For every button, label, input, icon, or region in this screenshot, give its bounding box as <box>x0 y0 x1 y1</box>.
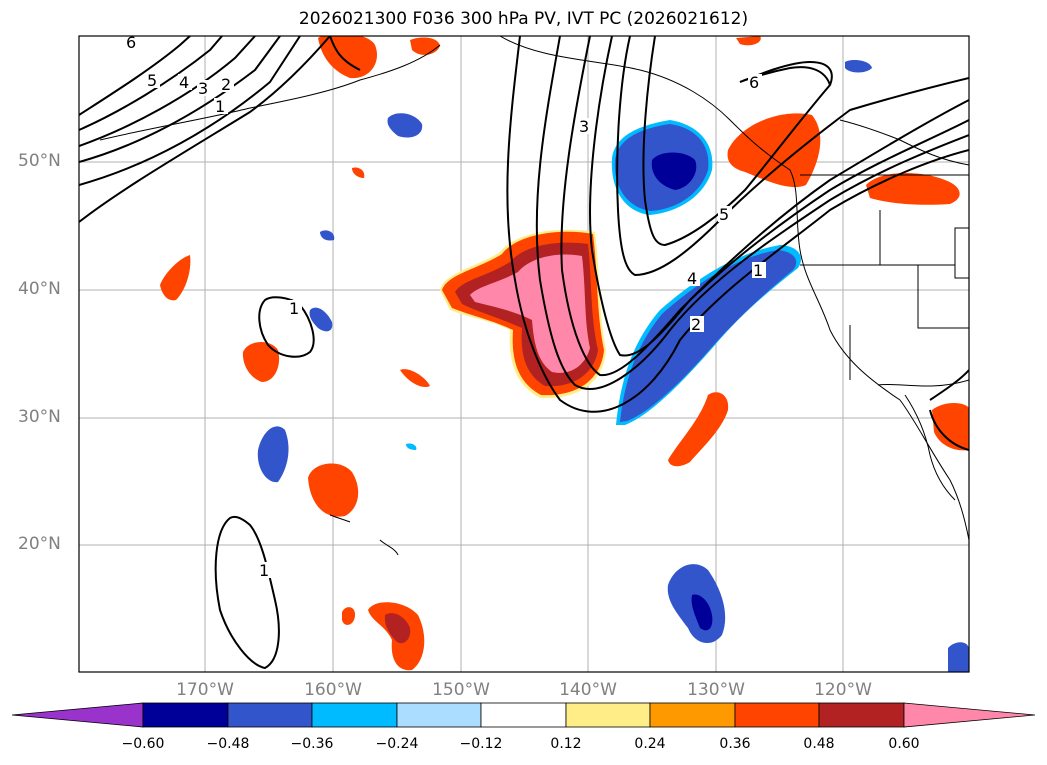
pv-negative-anomaly-south <box>667 564 726 644</box>
colorbar-segment <box>649 702 736 728</box>
colorbar-tick-label: −0.24 <box>375 736 419 752</box>
map-panel <box>79 36 969 672</box>
pv-positive-core-south <box>384 613 411 644</box>
pv-positive-anomaly-midwest <box>242 341 280 382</box>
colorbar-extend-low <box>11 702 144 728</box>
lon-label: 130°W <box>687 680 745 700</box>
contour-label: 4 <box>687 269 697 288</box>
colorbar-segment <box>396 702 482 728</box>
contour-label: 4 <box>179 73 189 92</box>
lon-label: 120°W <box>814 680 872 700</box>
pv-positive-anomaly-mexico <box>932 403 969 451</box>
lat-label: 50°N <box>18 151 61 171</box>
lon-label: 160°W <box>304 680 362 700</box>
lon-label: 170°W <box>176 680 234 700</box>
pv-positive-anomaly-top-small <box>410 37 440 55</box>
colorbar-segment <box>565 702 651 728</box>
contour-label: 1 <box>289 299 299 318</box>
lat-label: 30°N <box>18 407 61 427</box>
contour-label: 1 <box>215 97 225 116</box>
contour-label: 6 <box>126 33 136 52</box>
colorbar-segment <box>311 702 398 728</box>
colorbar-segment <box>734 702 820 728</box>
pv-negative-anomaly-speck <box>406 443 417 450</box>
map-frame <box>78 35 970 673</box>
colorbar-extend-high <box>903 702 1036 728</box>
colorbar-tick-label: 0.12 <box>550 736 582 752</box>
lon-label: 150°W <box>432 680 490 700</box>
colorbar-segment <box>818 702 905 728</box>
colorbar-tick-label: −0.12 <box>459 736 503 752</box>
colorbar-segment <box>480 702 567 728</box>
pv-negative-anomaly-top <box>845 60 872 73</box>
contour-label: 2 <box>691 315 701 334</box>
contour-label: 5 <box>719 205 729 224</box>
pv-negative-anomaly-west <box>257 426 289 483</box>
pv-negative-anomaly-dot <box>320 230 335 241</box>
contour-labels: 6 5 4 3 2 1 3 6 5 4 2 1 1 1 <box>126 33 766 580</box>
pv-positive-anomaly-top <box>736 36 761 46</box>
contour-label: 3 <box>579 117 589 136</box>
pv-negative-anomaly-corner <box>948 642 969 672</box>
contour-label: 1 <box>259 561 269 580</box>
pv-positive-anomaly-inland <box>866 173 960 205</box>
pv-positive-anomaly-south <box>308 463 359 517</box>
colorbar-tick-label: 0.36 <box>719 736 751 752</box>
pv-negative-anomaly-north <box>611 120 713 215</box>
colorbar-segment <box>142 702 229 728</box>
contour-label: 5 <box>147 71 157 90</box>
colorbar-tick-label: 0.24 <box>634 736 666 752</box>
pv-negative-anomaly-gulf <box>387 113 423 138</box>
pv-negative-anomaly-streak <box>616 245 801 425</box>
contour-label: 2 <box>221 75 231 94</box>
colorbar-tick-label: −0.36 <box>290 736 334 752</box>
pv-positive-anomaly-northeast <box>727 113 821 188</box>
pv-positive-anomaly-tiny <box>342 607 356 625</box>
lon-label: 140°W <box>559 680 617 700</box>
pv-positive-anomaly-gulf <box>318 36 377 79</box>
colorbar-segment <box>227 702 313 728</box>
contour-label: 3 <box>198 79 208 98</box>
lat-label: 20°N <box>18 534 61 554</box>
lat-label: 40°N <box>18 279 61 299</box>
pv-positive-anomaly-sliver <box>400 369 430 388</box>
pv-positive-anomaly-streak <box>668 392 729 467</box>
colorbar-tick-label: −0.60 <box>121 736 165 752</box>
pv-positive-anomaly-dot <box>352 167 365 178</box>
map-title: 2026021300 F036 300 hPa PV, IVT PC (2026… <box>298 9 749 29</box>
colorbar-tick-label: 0.60 <box>888 736 920 752</box>
pv-negative-anomaly-small <box>309 307 333 332</box>
colorbar-tick-label: 0.48 <box>803 736 835 752</box>
contour-label: 6 <box>749 73 759 92</box>
colorbar-tick-label: −0.48 <box>206 736 250 752</box>
pv-positive-anomaly-west <box>160 255 191 301</box>
colorbar <box>11 702 1036 728</box>
contour-label: 1 <box>753 261 763 280</box>
